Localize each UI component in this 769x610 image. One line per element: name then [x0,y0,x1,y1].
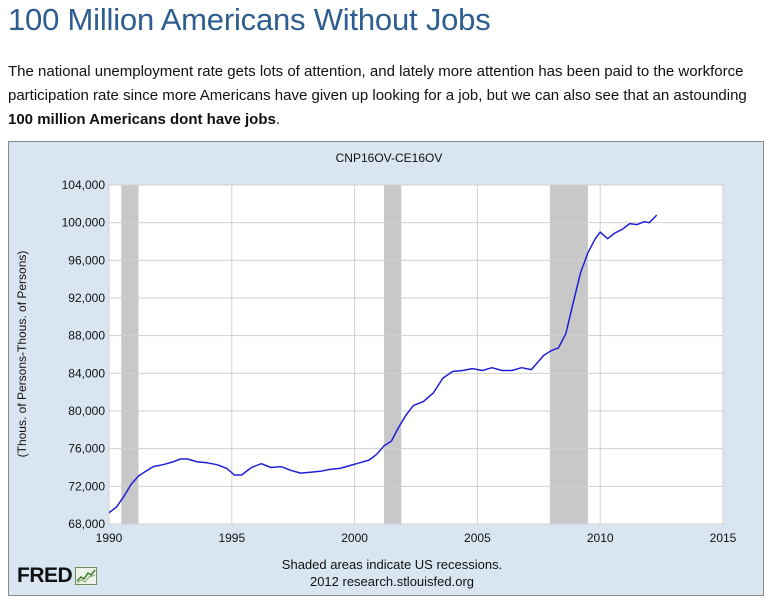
x-tick-label: 2005 [464,531,491,545]
intro-paragraph: The national unemployment rate gets lots… [8,60,758,132]
chart-title: CNP16OV-CE16OV [336,151,443,165]
x-tick-label: 2015 [710,531,737,545]
mini-chart-icon [75,567,98,585]
recession-bands [121,185,588,524]
fred-logo-text: FRED [17,564,73,587]
grid-lines [108,184,724,525]
page-title: 100 Million Americans Without Jobs [8,2,491,37]
plot-area [108,184,724,525]
chart-note-source: 2012 research.stlouisfed.org [310,574,474,589]
chart-note-recessions: Shaded areas indicate US recessions. [282,557,502,572]
series-line [108,214,658,514]
y-axis-label: (Thous. of Persons-Thous. of Persons) [15,251,29,458]
y-tick-label: 84,000 [68,366,105,380]
chart-svg: 68,000 72,000 76,000 80,000 84,000 88,000 92,0… [15,151,737,589]
series-layer [108,214,658,514]
intro-highlight: 100 million Americans dont have jobs [8,111,276,128]
y-tick-label: 76,000 [68,442,105,456]
y-tick-label: 96,000 [68,253,105,267]
x-tick-label: 1990 [96,531,123,545]
y-tick-label: 80,000 [68,404,105,418]
y-tick-label: 88,000 [68,329,105,343]
intro-text: The national unemployment rate gets lots… [8,63,747,104]
x-tick-label: 2000 [341,531,368,545]
fred-logo: FRED [17,564,98,588]
tick-labels: 68,000 72,000 76,000 80,000 84,000 88,000 92,0… [62,178,737,545]
chart-panel: 68,000 72,000 76,000 80,000 84,000 88,000 92,0… [8,141,764,596]
y-tick-label: 104,000 [62,178,106,192]
x-tick-label: 1995 [218,531,245,545]
y-tick-label: 100,000 [62,216,106,230]
recession-band [549,185,588,524]
recession-band [384,185,402,524]
y-tick-label: 68,000 [68,517,105,531]
recession-band [121,185,139,524]
intro-end: . [275,111,281,128]
y-tick-label: 92,000 [68,291,105,305]
y-tick-label: 72,000 [68,479,105,493]
x-tick-label: 2010 [587,531,614,545]
